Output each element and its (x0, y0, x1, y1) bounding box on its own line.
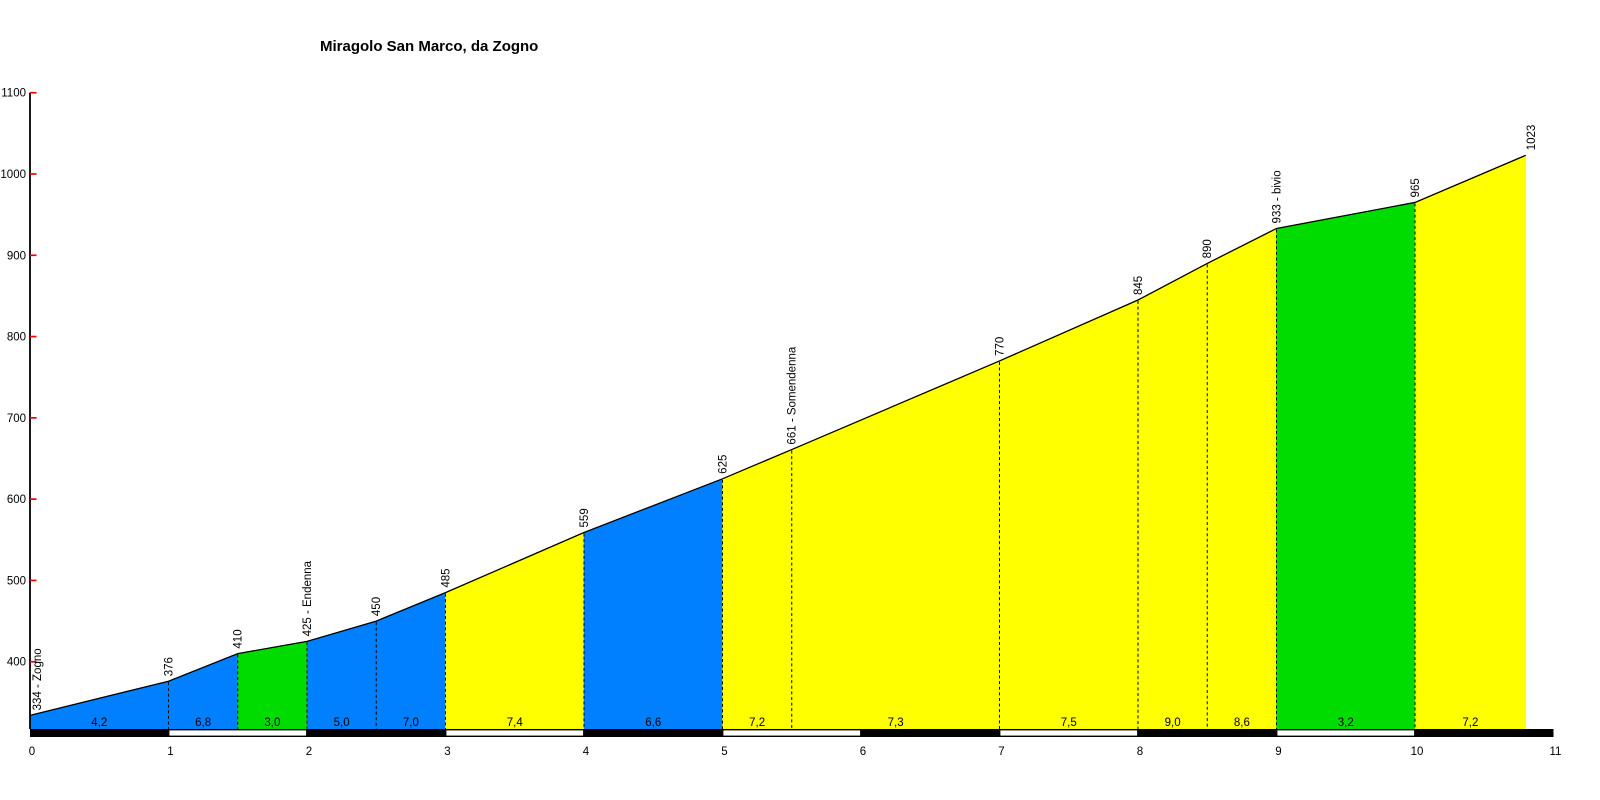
gradient-label: 3,0 (264, 717, 280, 729)
gradient-label: 7,0 (403, 717, 419, 729)
km-bar-segment-white (723, 730, 861, 736)
y-axis-label: 800 (7, 332, 26, 344)
y-axis-label: 900 (7, 250, 26, 262)
y-axis-label: 400 (7, 657, 26, 669)
gradient-label: 7,2 (749, 717, 765, 729)
gradient-label: 6,6 (645, 717, 661, 729)
elevation-label: 933 - bivio (1272, 170, 1284, 223)
elevation-label: 770 (995, 337, 1007, 356)
elevation-label: 410 (233, 629, 245, 648)
elevation-label: 450 (371, 597, 383, 616)
km-bar-segment-white (446, 730, 584, 736)
profile-segment (1414, 154, 1527, 730)
y-axis-label: 500 (7, 575, 26, 587)
x-axis-label: 1 (167, 746, 173, 758)
profile-segment (306, 620, 377, 730)
elevation-label: 845 (1133, 276, 1145, 295)
profile-segment (1276, 202, 1416, 730)
km-bar-segment-white (169, 730, 307, 736)
km-bar-segment-white (1000, 730, 1138, 736)
gradient-label: 4,2 (91, 717, 107, 729)
gradient-label: 9,0 (1165, 717, 1181, 729)
y-axis-label: 1000 (0, 169, 26, 181)
x-axis-label: 11 (1550, 746, 1562, 758)
x-axis-label: 6 (860, 746, 866, 758)
profile-segment (791, 360, 1000, 730)
elevation-label: 425 - Endenna (302, 560, 314, 636)
profile-outline (29, 154, 1527, 717)
profile-segment (376, 592, 446, 730)
profile-segment (1137, 262, 1208, 730)
elevation-label: 485 (441, 568, 453, 587)
x-axis-label: 5 (721, 746, 727, 758)
profile-segment (237, 641, 308, 730)
elevation-label: 890 (1202, 239, 1214, 258)
x-axis-label: 3 (444, 746, 450, 758)
x-axis-label: 4 (583, 746, 590, 758)
elevation-label: 559 (579, 508, 591, 527)
gradient-label: 7,2 (1462, 717, 1478, 729)
gradient-label: 3,2 (1338, 717, 1354, 729)
profile-segment (1207, 228, 1277, 730)
profile-segment (583, 478, 723, 730)
km-bar-segment-white (1277, 730, 1415, 736)
y-axis-label: 1100 (1, 88, 26, 100)
elevation-label: 661 - Somendenna (787, 346, 799, 444)
gradient-label: 5,0 (334, 717, 350, 729)
profile-segment (999, 299, 1139, 730)
elevation-label: 376 (164, 657, 176, 676)
profile-segment (722, 449, 792, 730)
gradient-label: 7,3 (888, 717, 904, 729)
elevation-label: 625 (718, 455, 730, 474)
gradient-label: 7,4 (507, 717, 524, 729)
gradient-label: 8,6 (1234, 717, 1250, 729)
x-axis-label: 0 (29, 746, 35, 758)
x-axis-label: 9 (1275, 746, 1281, 758)
gradient-label: 6,8 (195, 717, 211, 729)
x-axis-label: 7 (998, 746, 1004, 758)
x-axis-label: 10 (1411, 746, 1424, 758)
gradient-label: 7,5 (1061, 717, 1077, 729)
elevation-label: 334 - Zogno (32, 648, 44, 710)
y-axis-label: 700 (7, 413, 26, 425)
x-axis-label: 8 (1137, 746, 1143, 758)
elevation-label: 1023 (1526, 125, 1538, 151)
x-axis-label: 2 (306, 746, 312, 758)
y-axis-label: 600 (7, 494, 26, 506)
chart-title: Miragolo San Marco, da Zogno (320, 38, 539, 55)
elevation-label: 965 (1410, 178, 1422, 197)
